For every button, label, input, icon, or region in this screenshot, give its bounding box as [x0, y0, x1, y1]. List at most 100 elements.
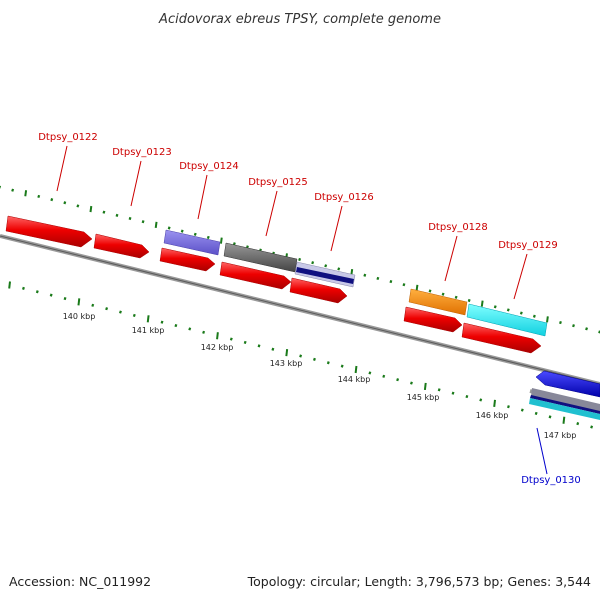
outer-minor-tick — [324, 264, 328, 268]
inner-minor-tick — [299, 354, 303, 358]
gene-label-dtpsy-0123[interactable]: Dtpsy_0123 — [112, 147, 172, 158]
inner-minor-tick — [340, 364, 344, 368]
outer-minor-tick — [428, 289, 432, 293]
gene-label-dtpsy-0122[interactable]: Dtpsy_0122 — [38, 132, 98, 143]
outer-minor-tick — [141, 220, 145, 224]
gene-arrow-dtpsy-0128-cds[interactable] — [403, 306, 463, 333]
kbp-label: 141 kbp — [132, 326, 165, 335]
outer-major-tick — [154, 221, 158, 228]
genome-summary: Topology: circular; Length: 3,796,573 bp… — [247, 574, 591, 589]
outer-minor-tick — [193, 232, 197, 236]
inner-minor-tick — [22, 286, 25, 290]
leader-line-dtpsy-0125 — [265, 190, 278, 237]
gene-label-dtpsy-0124[interactable]: Dtpsy_0124 — [179, 161, 239, 172]
inner-tick-ring — [8, 281, 594, 429]
gene-arrow-dtpsy-0125-cds[interactable] — [219, 261, 292, 290]
gene-label-dtpsy-0130[interactable]: Dtpsy_0130 — [521, 475, 581, 486]
gene-bar-dtpsy-0125[interactable] — [223, 242, 298, 273]
leader-line-dtpsy-0128 — [444, 235, 458, 282]
outer-minor-tick — [402, 283, 406, 287]
kbp-label: 146 kbp — [476, 411, 509, 420]
outer-major-tick — [546, 316, 549, 323]
outer-minor-tick — [167, 226, 171, 230]
outer-minor-tick — [454, 295, 458, 299]
outer-minor-tick — [180, 229, 184, 233]
inner-minor-tick — [368, 371, 372, 375]
gene-arrow-dtpsy-0123[interactable] — [93, 233, 150, 259]
outer-minor-tick — [376, 276, 380, 280]
inner-minor-tick — [396, 378, 400, 382]
inner-major-tick — [354, 365, 358, 374]
leader-line-dtpsy-0122 — [56, 145, 68, 192]
gene-labels: Dtpsy_0122 Dtpsy_0123 Dtpsy_0124 Dtpsy_0125… — [38, 132, 581, 486]
inner-minor-tick — [243, 340, 247, 345]
outer-minor-tick — [37, 194, 41, 199]
outer-minor-tick — [493, 305, 497, 309]
outer-minor-tick — [102, 210, 106, 214]
outer-minor-tick — [206, 235, 210, 240]
gene-label-dtpsy-0128[interactable]: Dtpsy_0128 — [428, 222, 488, 233]
inner-major-tick — [146, 315, 150, 323]
gene-bar-dtpsy-0129[interactable] — [466, 303, 548, 337]
leader-line-dtpsy-0124 — [197, 174, 208, 220]
outer-minor-tick — [532, 314, 536, 318]
outer-major-tick — [415, 284, 419, 292]
gene-arrow-dtpsy-0126-cds[interactable] — [289, 277, 348, 304]
inner-major-tick — [562, 416, 566, 424]
gene-arrow-dtpsy-0122[interactable] — [5, 215, 93, 248]
outer-minor-tick — [11, 188, 15, 192]
leader-line-dtpsy-0129 — [513, 253, 528, 300]
outer-minor-tick — [389, 279, 393, 284]
inner-major-tick — [8, 281, 11, 289]
outer-major-tick — [219, 237, 223, 244]
inner-major-tick — [493, 399, 496, 407]
outer-major-tick — [24, 190, 28, 197]
gene-arrow-dtpsy-0130[interactable] — [535, 370, 600, 398]
inner-minor-tick — [35, 290, 39, 294]
outer-minor-tick — [311, 261, 315, 265]
inner-minor-tick — [160, 320, 164, 324]
inner-minor-tick — [534, 411, 538, 416]
gene-bar-dtpsy-0130-cyan — [529, 398, 600, 420]
gene-label-dtpsy-0126[interactable]: Dtpsy_0126 — [314, 192, 374, 203]
reverse-strand-features — [529, 370, 600, 420]
inner-minor-tick — [132, 313, 136, 318]
outer-minor-tick — [467, 298, 471, 303]
gene-arrow-dtpsy-0124-cds[interactable] — [159, 247, 216, 272]
inner-minor-tick — [105, 307, 109, 311]
accession-label: Accession: NC_011992 — [9, 574, 151, 589]
kbp-label: 142 kbp — [201, 343, 234, 352]
inner-minor-tick — [202, 330, 206, 334]
inner-minor-tick — [520, 408, 524, 412]
outer-minor-tick — [363, 273, 367, 277]
outer-major-tick — [89, 205, 93, 213]
inner-minor-tick — [437, 388, 441, 392]
gene-label-dtpsy-0129[interactable]: Dtpsy_0129 — [498, 240, 558, 251]
inner-major-tick — [216, 332, 219, 340]
inner-minor-tick — [507, 405, 510, 409]
gene-label-dtpsy-0125[interactable]: Dtpsy_0125 — [248, 177, 308, 188]
gene-arrow-dtpsy-0129-cds[interactable] — [461, 322, 542, 354]
gene-leader-lines — [56, 145, 548, 475]
inner-minor-tick — [229, 337, 233, 341]
outer-minor-tick — [441, 292, 445, 296]
gene-bar-dtpsy-0124[interactable] — [163, 229, 221, 256]
outer-minor-tick — [232, 242, 236, 246]
kbp-label: 143 kbp — [270, 359, 303, 368]
inner-minor-tick — [576, 422, 580, 426]
kbp-scale-labels: 140 kbp 141 kbp 142 kbp 143 kbp 144 kbp 145 k… — [63, 312, 577, 440]
kbp-label: 147 kbp — [544, 431, 577, 440]
inner-minor-tick — [174, 323, 178, 328]
inner-minor-tick — [119, 310, 122, 314]
inner-minor-tick — [313, 357, 316, 361]
inner-major-tick — [77, 298, 81, 306]
kbp-label: 144 kbp — [338, 375, 371, 384]
outer-minor-tick — [519, 311, 523, 315]
gene-bar-dtpsy-0128[interactable] — [408, 288, 468, 316]
backbone-line-core — [0, 235, 600, 385]
outer-minor-tick — [298, 257, 302, 262]
inner-minor-tick — [326, 361, 330, 365]
map-title: Acidovorax ebreus TPSY, complete genome — [158, 12, 441, 27]
inner-minor-tick — [91, 303, 95, 307]
